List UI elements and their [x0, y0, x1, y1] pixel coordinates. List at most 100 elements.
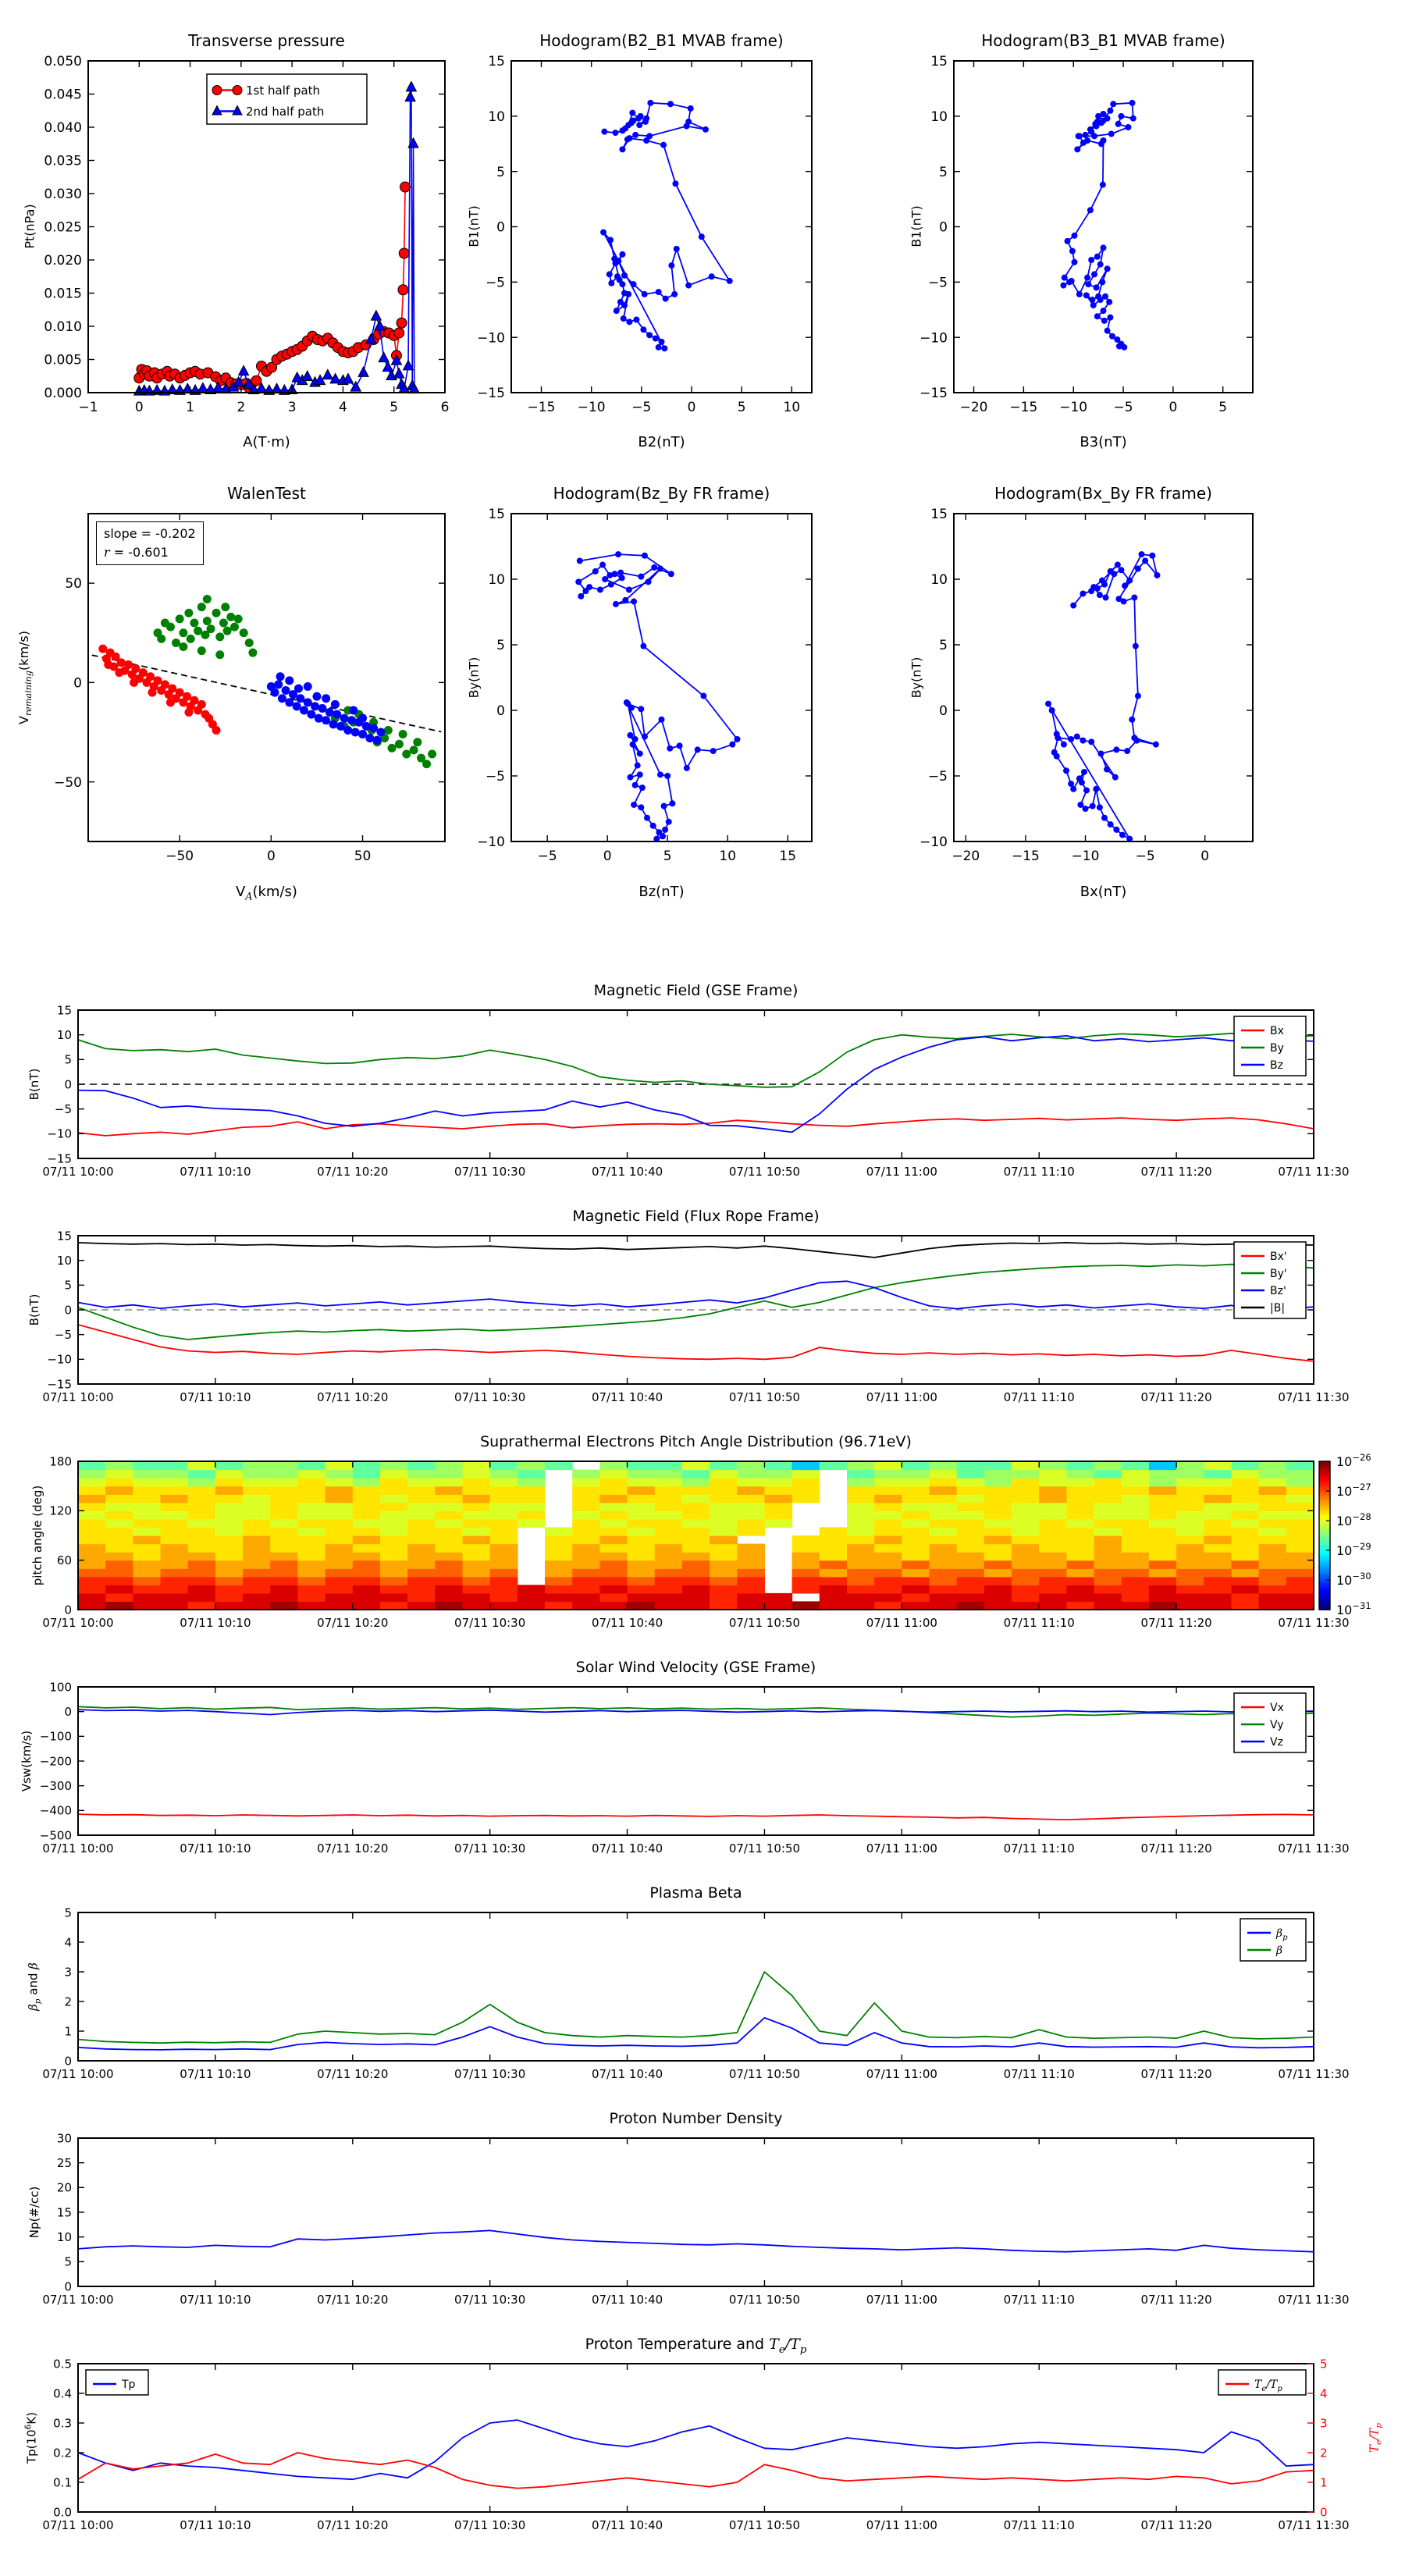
colorbar-cell [1319, 1468, 1330, 1472]
marker-circle [194, 626, 203, 635]
x-tick-label: 07/11 10:30 [454, 1390, 525, 1404]
colorbar-cell [1319, 1515, 1330, 1519]
pad-cell [710, 1478, 738, 1487]
y-tick-label: 0.0 [53, 2505, 72, 2519]
marker-circle [428, 749, 437, 759]
legend-label: 1st half path [246, 84, 320, 98]
pad-cell [710, 1585, 738, 1594]
pad-cell [1066, 1576, 1095, 1585]
pad-cell [1121, 1560, 1150, 1569]
pad-cell [572, 1485, 600, 1495]
pad-cell [599, 1494, 628, 1503]
pad-cell [78, 1560, 106, 1569]
pad-cell [1039, 1502, 1067, 1511]
pad-cell [984, 1502, 1012, 1511]
pad-cell [1148, 1461, 1177, 1471]
marker-circle [1102, 594, 1109, 601]
marker-circle [330, 699, 340, 709]
x-tick-label: 07/11 10:20 [317, 2518, 388, 2532]
pad-cell [407, 1592, 436, 1603]
pad-cell [270, 1585, 298, 1594]
pad-cell [517, 1601, 546, 1610]
marker-circle [1070, 602, 1077, 609]
pad-cell [325, 1543, 354, 1553]
marker-triangle [247, 383, 260, 394]
y-tick-label: 0.020 [44, 253, 82, 269]
title-hodogram-b3b1: Hodogram(B3_B1 MVAB frame) [981, 31, 1225, 50]
pad-cell [1094, 1527, 1122, 1536]
y-tick-label: 10 [930, 572, 948, 588]
pad-cell [489, 1502, 518, 1511]
pad-cell [1176, 1494, 1204, 1503]
marker-circle [649, 822, 656, 829]
pad-cell [435, 1510, 464, 1520]
pad-cell [133, 1576, 162, 1585]
timeseries-frame [77, 2137, 1314, 2287]
pad-cell [297, 1461, 326, 1471]
pad-cell [1012, 1518, 1040, 1528]
marker-circle [1097, 297, 1104, 303]
y-tick-label: 0.030 [44, 187, 82, 202]
pad-cell [984, 1535, 1012, 1545]
pad-cell [215, 1510, 244, 1520]
pad-cell [984, 1543, 1012, 1553]
y-tick-label: 5 [496, 638, 505, 653]
y-tick-label: 60 [57, 1553, 72, 1567]
colorbar-cell [1319, 1602, 1330, 1606]
legend-label: Bz [1270, 1059, 1283, 1072]
x-tick-label: 07/11 11:10 [1004, 2518, 1075, 2532]
pad-cell [270, 1502, 298, 1511]
marker-triangle [181, 382, 194, 394]
marker-circle [1071, 258, 1078, 265]
marker-circle [637, 112, 644, 119]
pad-cell [819, 1576, 848, 1585]
pad-cell [243, 1601, 271, 1610]
marker-triangle [370, 309, 382, 321]
pad-cell [325, 1560, 354, 1569]
colorbar-cell [1319, 1510, 1330, 1514]
marker-circle [219, 618, 228, 628]
pad-cell [380, 1601, 408, 1610]
x-tick-label: 15 [779, 849, 796, 864]
marker-circle [343, 725, 353, 735]
marker-circle [307, 710, 316, 719]
pad-cell [902, 1461, 930, 1471]
pad-cell [489, 1543, 518, 1553]
pad-cell [1012, 1568, 1040, 1578]
y-tick-label: 0 [64, 1705, 72, 1719]
colorbar-cell [1319, 1485, 1330, 1489]
hodogram-path [578, 553, 738, 840]
pad-cell [710, 1494, 738, 1503]
pad-cell [737, 1518, 766, 1528]
marker-circle [1090, 584, 1097, 591]
pad-cell [1012, 1592, 1040, 1603]
marker-circle [734, 735, 741, 742]
legend-label: 2nd half path [246, 105, 324, 119]
pad-cell [270, 1510, 298, 1520]
pad-cell [352, 1469, 381, 1478]
colorbar-cell [1319, 1553, 1330, 1557]
marker-circle [1133, 737, 1140, 744]
pad-cell [681, 1502, 710, 1511]
pad-cell [599, 1592, 628, 1603]
pad-cell [243, 1552, 271, 1561]
marker-circle [1122, 582, 1129, 589]
y-tick-label: 0 [64, 1077, 72, 1091]
pad-cell [462, 1576, 491, 1585]
pad-cell [215, 1543, 244, 1553]
legend-label: Bx' [1270, 1251, 1287, 1263]
marker-circle [266, 361, 278, 373]
marker-circle [1068, 735, 1075, 742]
pad-cell [1286, 1568, 1314, 1578]
y-tick-label: 10 [57, 2230, 72, 2244]
pad-cell [243, 1568, 271, 1578]
pad-cell [215, 1502, 244, 1511]
title-hodogram-bzby: Hodogram(Bz_By FR frame) [553, 484, 770, 503]
pad-cell [1231, 1576, 1260, 1585]
pad-cell [1176, 1510, 1204, 1520]
marker-circle [292, 702, 301, 711]
y-tick-label: 0.040 [44, 120, 82, 136]
x-tick-label: 0 [135, 400, 144, 415]
pad-cell [462, 1543, 491, 1553]
pad-cell [1176, 1461, 1204, 1471]
